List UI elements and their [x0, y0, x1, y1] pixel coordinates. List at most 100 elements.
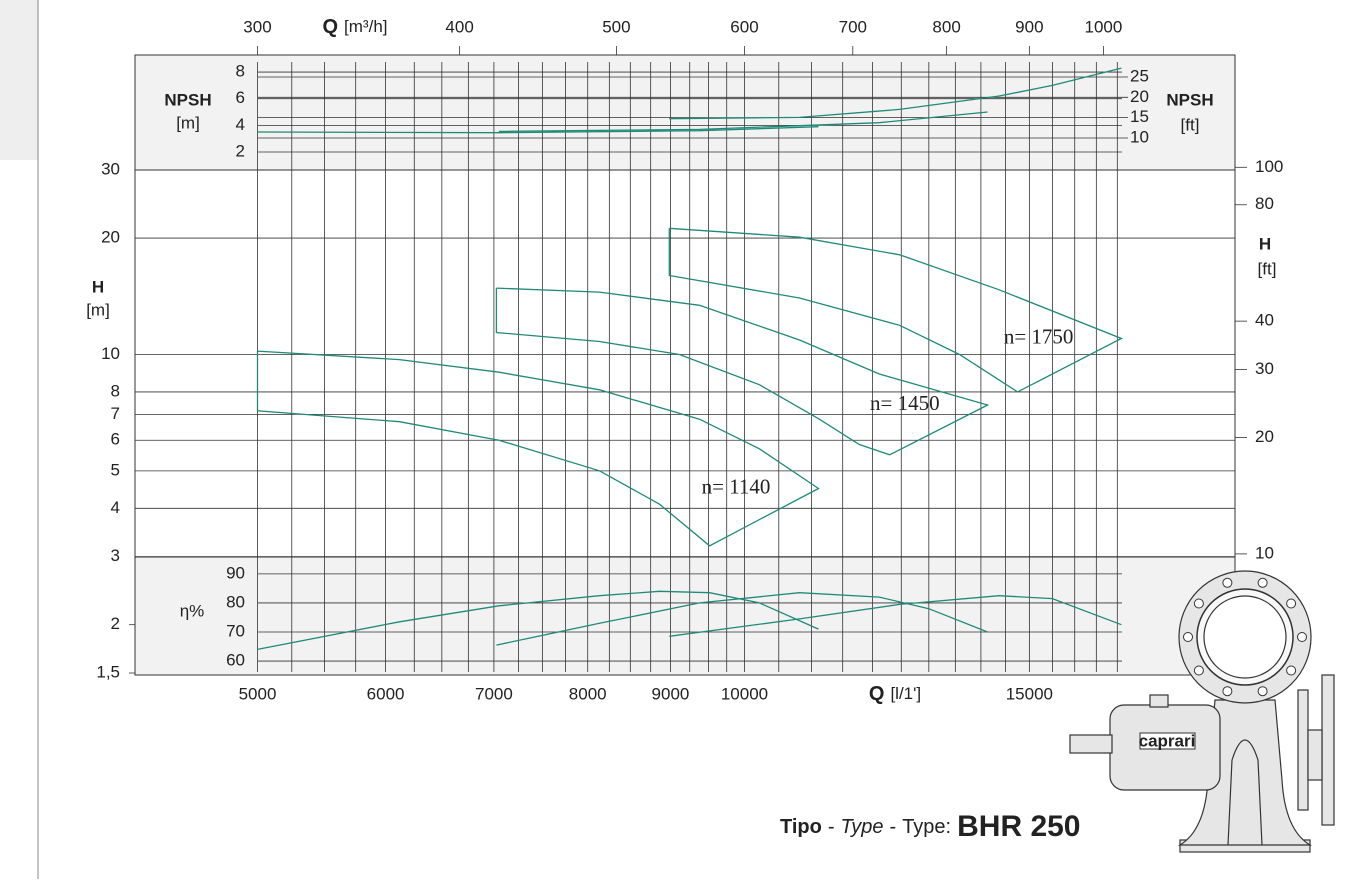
y-tick-label: 4 [111, 498, 120, 517]
axis-unit: [m³/h] [344, 17, 387, 36]
axis-symbol: Q [869, 683, 885, 705]
y-tick-label: 1,5 [96, 662, 120, 681]
bolt [1297, 632, 1307, 642]
x2-tick-label: 1000 [1084, 17, 1122, 36]
y-tick-label: 5 [111, 460, 120, 479]
y-tick-label: 90 [226, 563, 245, 582]
y2-tick-label: 30 [1255, 359, 1274, 378]
x2-tick-label: 500 [602, 17, 630, 36]
curve [669, 595, 1122, 637]
bolt [1222, 577, 1233, 588]
curve [669, 67, 1122, 120]
pump-cap [1149, 694, 1169, 708]
axis-unit: [l/1'] [890, 684, 921, 703]
x2-tick-label: 600 [730, 17, 758, 36]
y-tick-label: 20 [101, 228, 120, 247]
curve [668, 227, 1123, 393]
y2-tick-label: 25 [1130, 66, 1149, 85]
axis-symbol: Q [322, 16, 338, 38]
efficiency-panel [134, 556, 1236, 676]
head-left-unit: [m] [86, 300, 110, 319]
x-tick-label: 9000 [652, 684, 690, 703]
top-x-axis-label: Q [m³/h] [322, 16, 387, 38]
y-tick-label: 10 [101, 344, 120, 363]
bolt [1193, 598, 1204, 609]
x2-tick-label: 800 [932, 17, 960, 36]
y-tick-label: 2 [111, 614, 120, 633]
bolt [1257, 577, 1268, 588]
pump-volute-detail [1227, 739, 1263, 846]
bolt [1183, 632, 1193, 642]
y-tick-label: 80 [226, 592, 245, 611]
y-tick-label: 8 [111, 381, 120, 400]
y-tick-label: 8 [236, 62, 245, 81]
bolt [1257, 686, 1268, 697]
y2-tick-label: 10 [1130, 127, 1149, 146]
y-tick-label: 30 [101, 159, 120, 178]
npsh-left-unit: [m] [176, 113, 200, 132]
caption-part: - [890, 816, 897, 838]
curve [495, 287, 990, 456]
model-caption: Tipo - Type - Type: BHR 250 [780, 810, 1081, 843]
y2-tick-label: 20 [1255, 427, 1274, 446]
npsh-right-label: NPSH [1166, 90, 1213, 109]
x-tick-label: 5000 [239, 684, 277, 703]
curve [496, 592, 988, 646]
caption-part: - [828, 816, 835, 838]
efficiency-label: η% [180, 601, 205, 620]
y-tick-label: 4 [236, 115, 245, 134]
npsh-right-unit: [ft] [1181, 115, 1200, 134]
head-right-unit: [ft] [1258, 259, 1277, 278]
flange-bolts [1183, 577, 1307, 697]
side-flange [1297, 689, 1309, 811]
curve-label: n= 1450 [870, 391, 940, 415]
head-left-label: H [92, 277, 104, 296]
y2-tick-label: 40 [1255, 311, 1274, 330]
side-block [0, 0, 38, 160]
brand-name: caprari [1139, 731, 1196, 750]
brand-plate [1139, 732, 1196, 750]
bolt [1286, 598, 1297, 609]
caption-part: Tipo [780, 816, 822, 838]
x2-tick-label: 400 [445, 17, 473, 36]
y2-tick-label: 15 [1130, 107, 1149, 126]
npsh-left-label: NPSH [164, 90, 211, 109]
y2-tick-label: 10 [1255, 543, 1274, 562]
y-tick-label: 2 [236, 141, 245, 160]
x-tick-label: 10000 [721, 684, 768, 703]
pump-illustration: caprari [1069, 570, 1335, 853]
y2-tick-label: 80 [1255, 194, 1274, 213]
side-nozzle [1307, 729, 1323, 781]
pump-shaft [1069, 734, 1113, 754]
y-tick-label: 60 [226, 651, 245, 670]
y2-tick-label: 100 [1255, 157, 1283, 176]
caption-part: Type: [902, 816, 951, 838]
head-panel [134, 169, 1236, 558]
bolt [1286, 665, 1297, 676]
x2-tick-label: 700 [839, 17, 867, 36]
curves [256, 67, 1123, 651]
y-tick-label: 7 [111, 404, 120, 423]
bolt [1222, 686, 1233, 697]
y-tick-label: 6 [111, 430, 120, 449]
x-tick-label: 7000 [475, 684, 513, 703]
y-tick-label: 3 [111, 546, 120, 565]
bottom-x-axis-label: Q [l/1'] [869, 683, 921, 705]
curve [498, 111, 988, 133]
grid [129, 46, 1247, 674]
x-tick-label: 15000 [1006, 684, 1053, 703]
flange-bore [1203, 595, 1287, 679]
curve [256, 350, 820, 547]
x-tick-label: 8000 [569, 684, 607, 703]
labels: Q [m³/h] NPSH [m] NPSH [ft] H [m] H [ft] … [86, 16, 1283, 843]
x-tick-label: 6000 [367, 684, 405, 703]
caption-part: BHR 250 [957, 810, 1080, 843]
curve-label: n= 1140 [702, 474, 771, 498]
y-tick-label: 6 [236, 88, 245, 107]
side-flange-outer [1321, 674, 1335, 826]
x2-tick-label: 900 [1015, 17, 1043, 36]
caption-part: Type [841, 816, 884, 838]
curve-label: n= 1750 [1004, 324, 1074, 348]
